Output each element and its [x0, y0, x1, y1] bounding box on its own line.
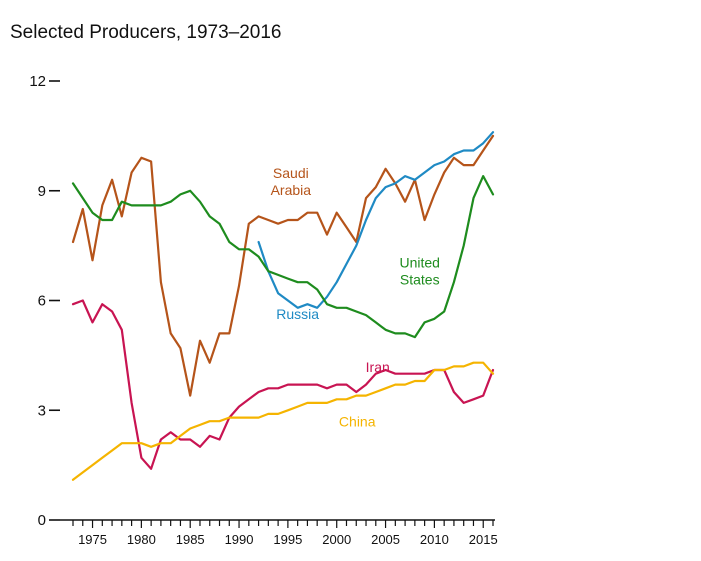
x-tick-label: 1995: [273, 532, 302, 547]
series-line-russia: [257, 131, 495, 309]
x-tick-label: 2010: [420, 532, 449, 547]
x-tick-label: 1975: [78, 532, 107, 547]
series-labels: Saudi Arabia Russia United States Iran China: [271, 165, 440, 430]
series-line-iran: [71, 299, 495, 470]
axes: 1975 1980 1985 1990 1995 2000 2005 2010 2015 0 3 6 9…: [29, 73, 497, 547]
series-label-united-states: United States: [400, 255, 440, 288]
series-label-russia: Russia: [276, 306, 319, 322]
x-tick-label: 1985: [176, 532, 205, 547]
y-tick-label: 12: [29, 73, 46, 90]
y-tick-label: 3: [38, 402, 46, 419]
series-label-china: China: [339, 414, 376, 430]
series-label-iran: Iran: [366, 359, 390, 375]
y-tick-label: 6: [38, 293, 46, 310]
series-line-china: [71, 361, 495, 481]
series-lines: [71, 131, 495, 481]
x-tick-label: 1980: [127, 532, 156, 547]
x-tick-label: 1990: [225, 532, 254, 547]
y-tick-label: 0: [38, 512, 46, 529]
y-tick-label: 9: [38, 183, 46, 200]
series-line-united-states: [71, 175, 495, 339]
chart-title: Selected Producers, 1973–2016: [10, 22, 282, 43]
series-line-saudi-arabia: [71, 134, 495, 397]
x-tick-label: 2015: [469, 532, 498, 547]
series-label-saudi-arabia: Saudi Arabia: [271, 165, 312, 198]
x-tick-label: 2005: [371, 532, 400, 547]
x-tick-label: 2000: [322, 532, 351, 547]
